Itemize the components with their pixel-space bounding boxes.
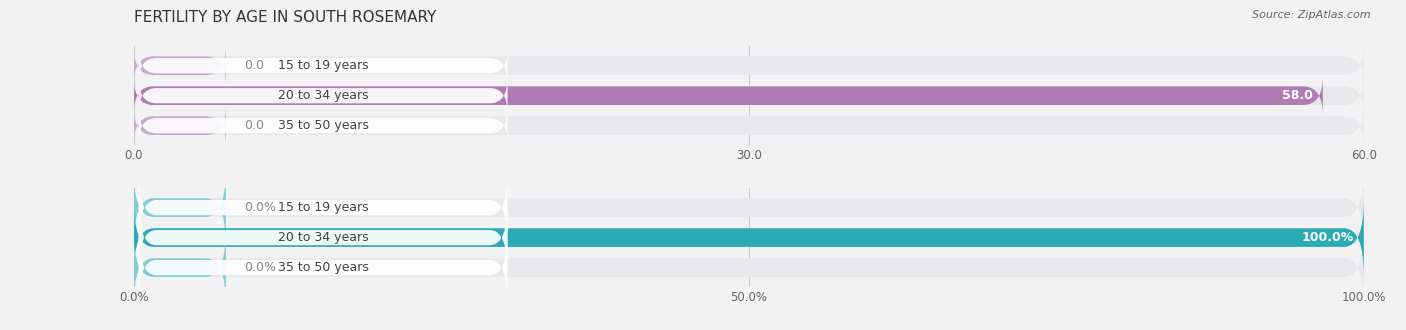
FancyBboxPatch shape xyxy=(134,229,226,306)
FancyBboxPatch shape xyxy=(134,169,1364,246)
Text: 0.0: 0.0 xyxy=(245,59,264,72)
FancyBboxPatch shape xyxy=(134,76,1364,115)
Text: 35 to 50 years: 35 to 50 years xyxy=(277,261,368,274)
FancyBboxPatch shape xyxy=(138,78,508,114)
FancyBboxPatch shape xyxy=(138,202,508,273)
Text: 0.0%: 0.0% xyxy=(245,261,277,274)
Text: Source: ZipAtlas.com: Source: ZipAtlas.com xyxy=(1253,10,1371,20)
FancyBboxPatch shape xyxy=(134,199,1364,276)
FancyBboxPatch shape xyxy=(134,46,226,85)
FancyBboxPatch shape xyxy=(134,169,226,246)
Text: 58.0: 58.0 xyxy=(1282,89,1313,102)
FancyBboxPatch shape xyxy=(134,46,1364,85)
FancyBboxPatch shape xyxy=(138,232,508,303)
FancyBboxPatch shape xyxy=(138,107,508,144)
Text: 20 to 34 years: 20 to 34 years xyxy=(278,89,368,102)
Text: 0.0: 0.0 xyxy=(245,119,264,132)
Text: FERTILITY BY AGE IN SOUTH ROSEMARY: FERTILITY BY AGE IN SOUTH ROSEMARY xyxy=(134,10,436,25)
Text: 20 to 34 years: 20 to 34 years xyxy=(278,231,368,244)
FancyBboxPatch shape xyxy=(134,229,1364,306)
Text: 35 to 50 years: 35 to 50 years xyxy=(277,119,368,132)
Text: 15 to 19 years: 15 to 19 years xyxy=(278,201,368,214)
FancyBboxPatch shape xyxy=(134,106,226,145)
Text: 100.0%: 100.0% xyxy=(1302,231,1354,244)
FancyBboxPatch shape xyxy=(134,106,1364,145)
FancyBboxPatch shape xyxy=(134,76,1323,115)
Text: 0.0%: 0.0% xyxy=(245,201,277,214)
FancyBboxPatch shape xyxy=(138,172,508,243)
Text: 15 to 19 years: 15 to 19 years xyxy=(278,59,368,72)
FancyBboxPatch shape xyxy=(138,48,508,84)
FancyBboxPatch shape xyxy=(134,199,1364,276)
